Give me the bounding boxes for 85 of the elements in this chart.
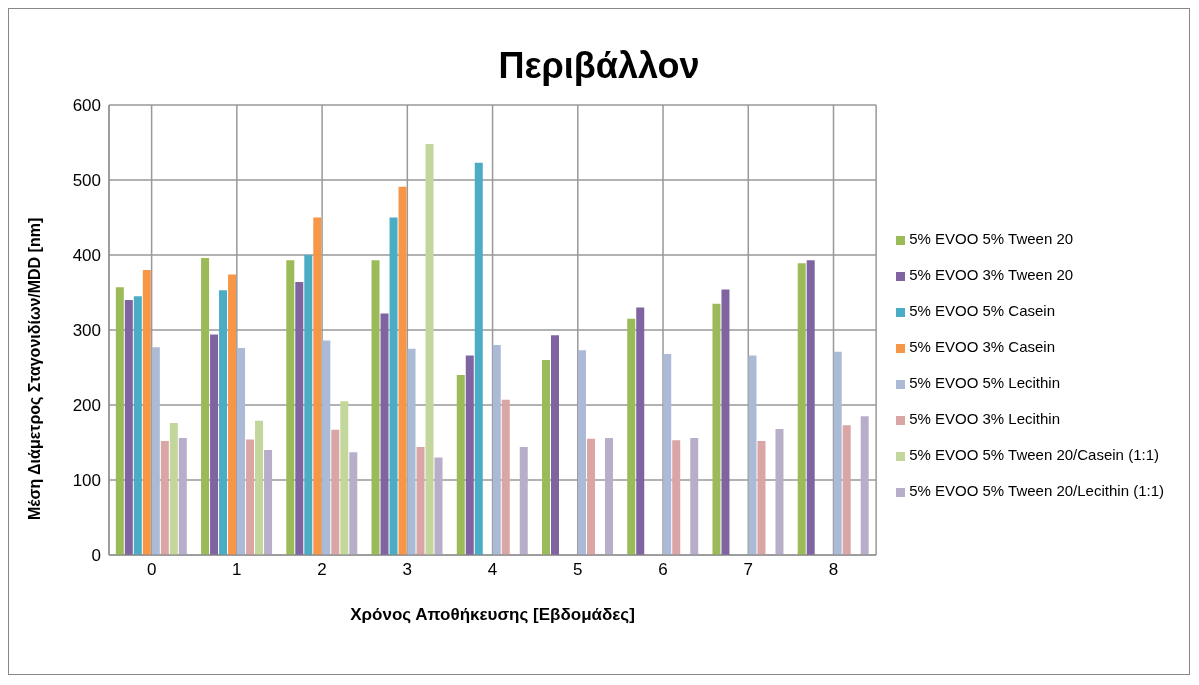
bar (169, 423, 178, 555)
bar (210, 334, 219, 555)
bar (501, 399, 510, 555)
bar (806, 260, 815, 555)
bar (313, 217, 322, 555)
bar (380, 313, 389, 555)
bar (237, 348, 246, 555)
y-tick-label: 0 (91, 546, 101, 566)
chart-title: Περιβάλλον (497, 44, 701, 88)
bar (456, 375, 465, 555)
x-tick-label: 3 (402, 560, 413, 580)
bar (142, 270, 151, 555)
bar (757, 441, 766, 555)
legend-label: 5% EVOO 3% Casein (909, 338, 1056, 355)
bar (551, 335, 559, 555)
y-tick-label: 500 (72, 171, 101, 191)
bar (605, 438, 613, 555)
bar (160, 441, 169, 555)
bar (712, 303, 721, 555)
legend-label: 5% EVOO 5% Lecithin (909, 374, 1061, 391)
y-axis-title: Μέση Διάμετρος Σταγονιδίων/MDD [nm] (25, 217, 44, 520)
x-tick-label: 7 (743, 560, 754, 580)
legend-label: 5% EVOO 5% Casein (909, 302, 1056, 319)
bar (797, 263, 806, 555)
legend-label: 5% EVOO 3% Lecithin (909, 410, 1061, 427)
bar (371, 260, 380, 555)
legend-label: 5% EVOO 5% Tween 20 (909, 230, 1074, 247)
bar (663, 354, 672, 555)
bar (416, 447, 425, 555)
bar (295, 282, 304, 555)
bar (519, 447, 528, 555)
bar (636, 307, 645, 555)
y-tick-label: 300 (72, 321, 101, 341)
bar (228, 274, 237, 555)
x-axis-title: Χρόνος Αποθήκευσης [Εβδομάδες] (350, 605, 635, 624)
bar (151, 347, 160, 555)
bar (672, 440, 681, 555)
y-tick-label: 600 (72, 96, 101, 116)
y-tick-label: 200 (72, 396, 101, 416)
bar (474, 162, 483, 555)
bar (407, 348, 416, 555)
x-tick-label: 1 (232, 560, 242, 580)
bar (587, 438, 595, 555)
bar (690, 438, 699, 555)
bar (721, 289, 730, 555)
bar (748, 355, 757, 555)
bar (842, 425, 851, 555)
bar (542, 360, 550, 555)
bar (178, 438, 187, 555)
bar (389, 217, 398, 555)
bar (398, 186, 407, 555)
bar (219, 290, 228, 555)
bar (340, 401, 349, 555)
bar (322, 340, 331, 555)
bar (492, 345, 501, 555)
x-tick-label: 2 (317, 560, 327, 580)
bar (246, 439, 255, 555)
bar (286, 260, 295, 555)
bar (201, 258, 210, 555)
x-tick-label: 6 (658, 560, 668, 580)
bar (578, 350, 586, 555)
bar (264, 450, 273, 555)
bar (304, 255, 313, 555)
y-tick-label: 100 (72, 471, 101, 491)
bar (349, 452, 358, 555)
bar (627, 318, 636, 555)
legend-label: 5% EVOO 5% Tween 20/Lecithin (1:1) (909, 482, 1164, 499)
bar (331, 429, 340, 555)
x-tick-label: 4 (487, 560, 498, 580)
bar (833, 351, 842, 555)
legend-label: 5% EVOO 3% Tween 20 (909, 266, 1074, 283)
bar (775, 429, 784, 555)
bar (860, 416, 869, 555)
bar (115, 287, 124, 555)
y-tick-label: 400 (72, 246, 101, 266)
bar (434, 457, 443, 555)
bar (425, 144, 434, 555)
x-tick-label: 0 (146, 560, 157, 580)
bar (465, 355, 474, 555)
legend-label: 5% EVOO 5% Tween 20/Casein (1:1) (909, 446, 1159, 463)
x-tick-label: 8 (828, 560, 839, 580)
x-tick-label: 5 (573, 560, 583, 580)
bar (133, 296, 142, 555)
bar (255, 420, 264, 555)
bar (124, 300, 133, 555)
